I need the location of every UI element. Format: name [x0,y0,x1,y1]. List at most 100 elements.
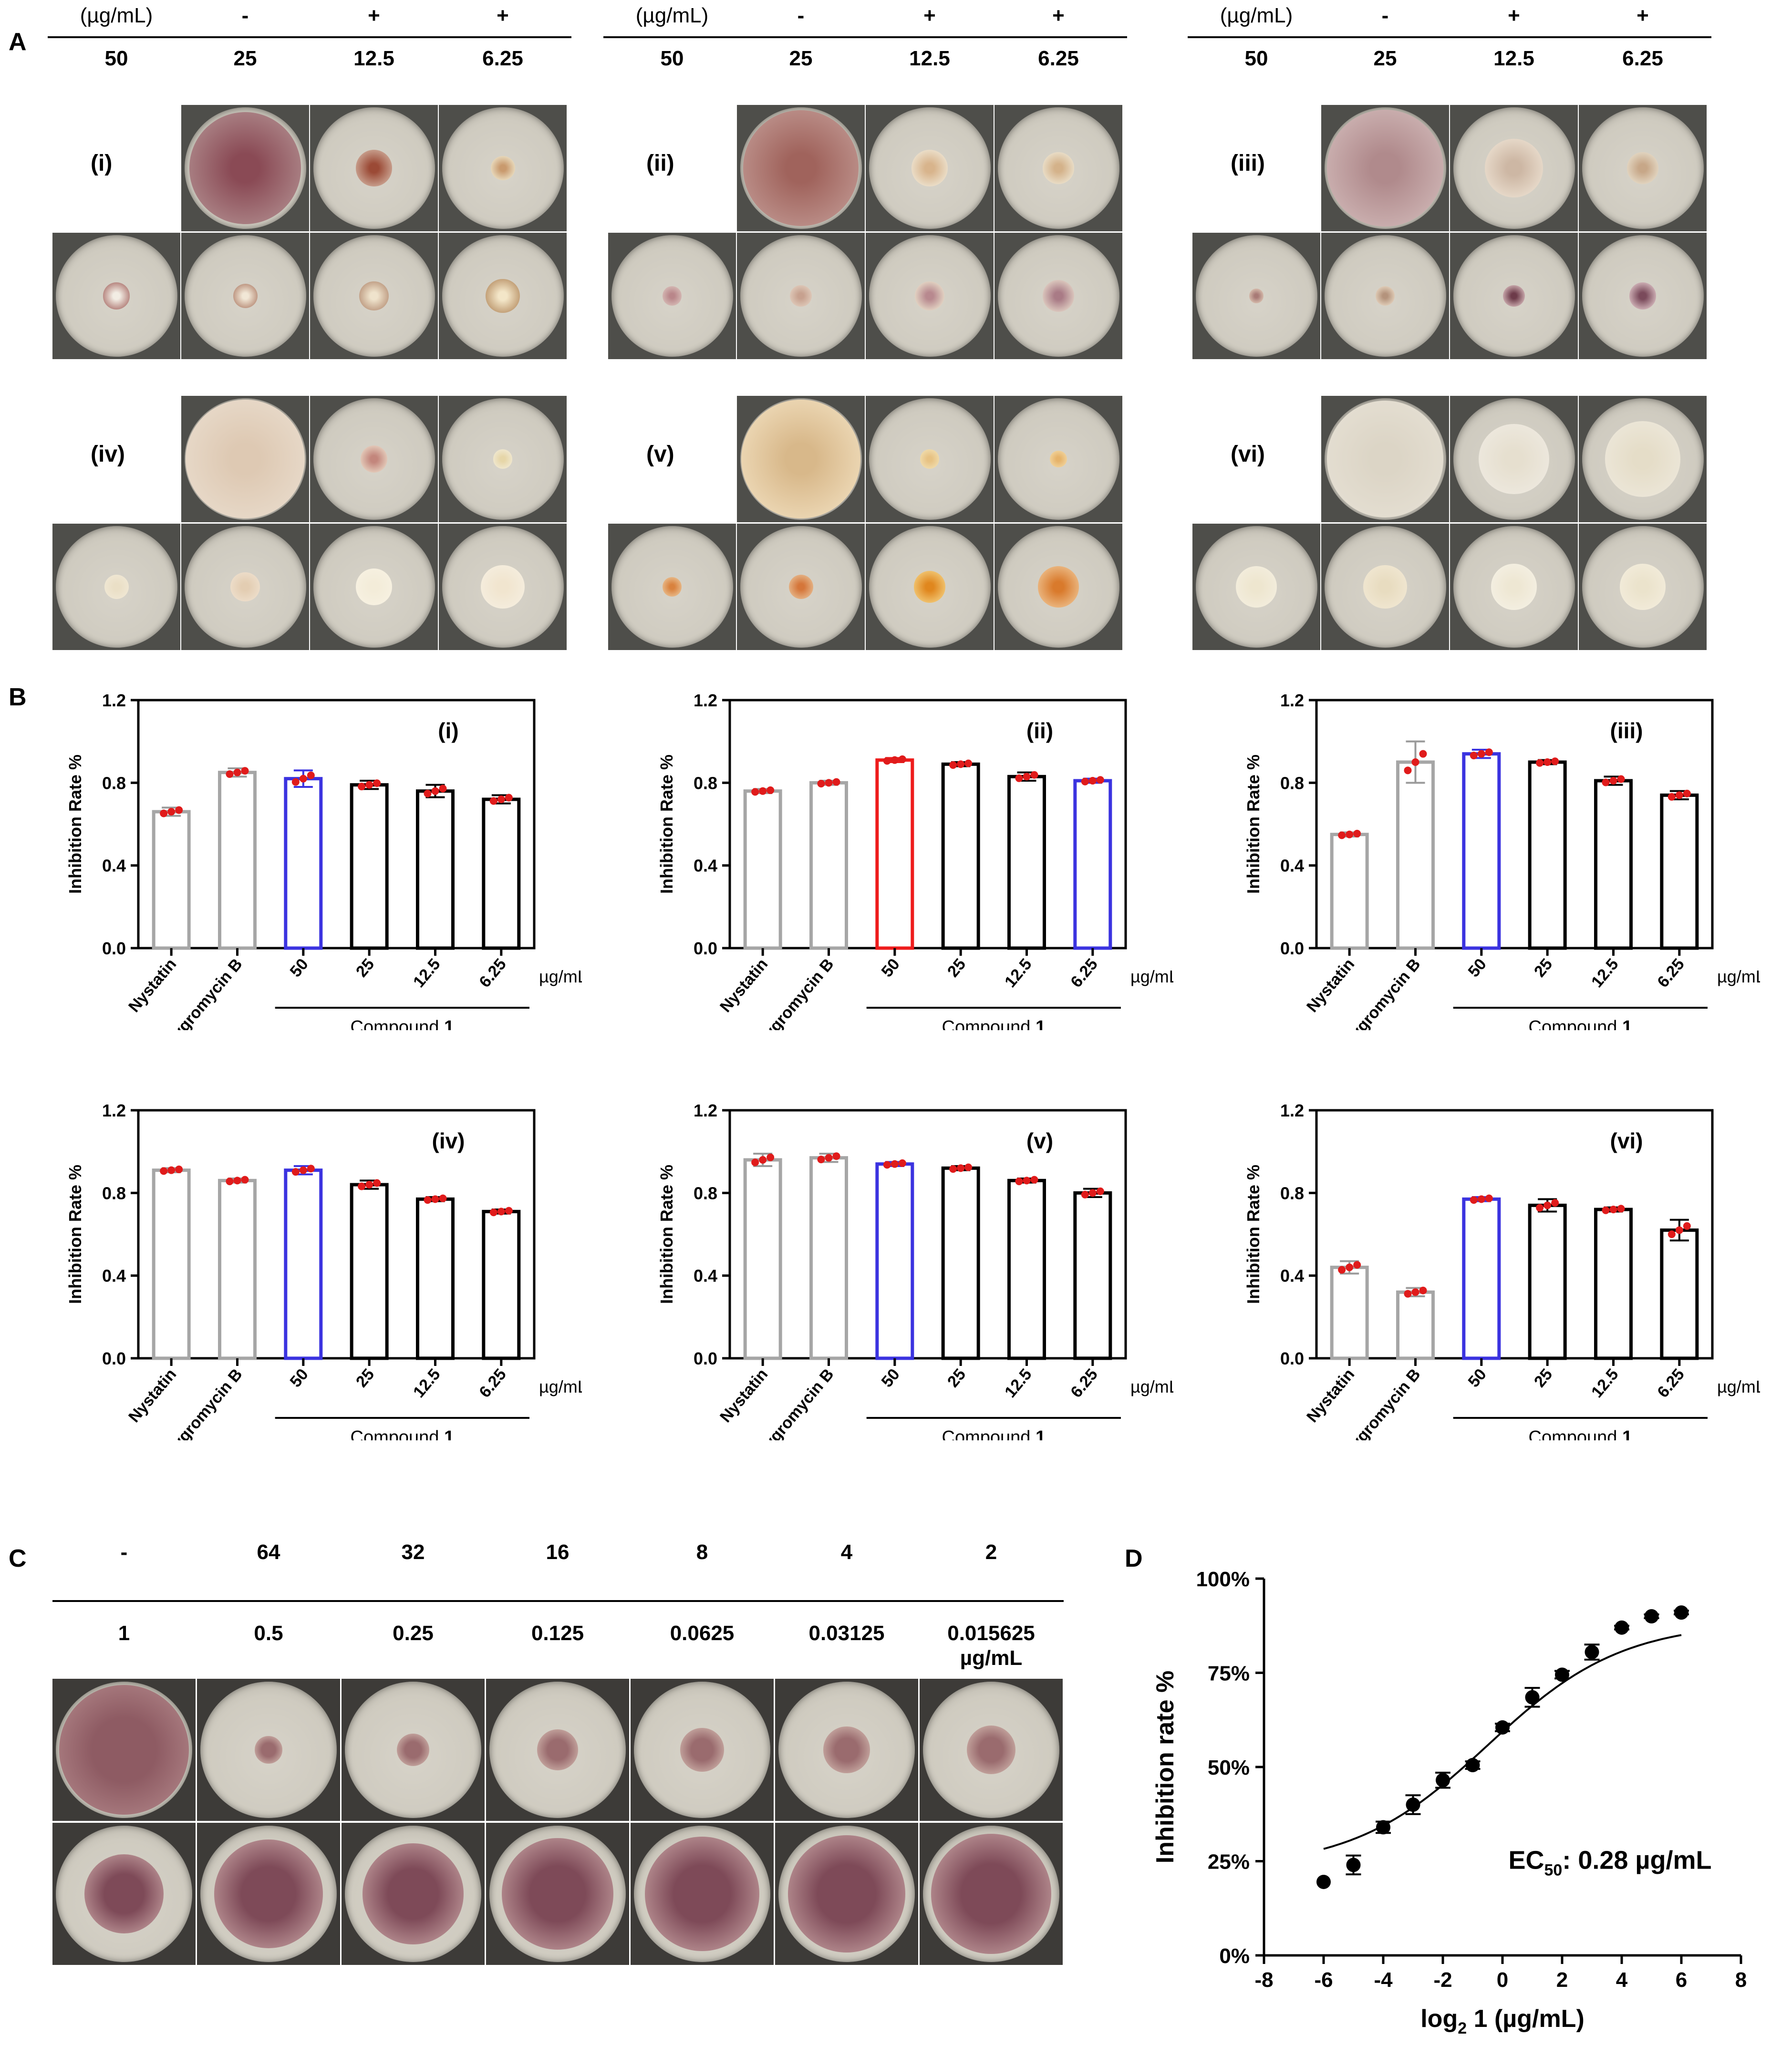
replicate-point [1683,789,1691,797]
category-label: Nystatin [716,1365,771,1426]
category-label: 12.5 [1588,1365,1622,1401]
fungal-colony [920,449,940,469]
petri-dish [869,398,991,520]
fungal-colony [1479,424,1549,495]
y-tick-label: 1.2 [694,1101,717,1120]
replicate-point [964,759,973,767]
replicate-point [1602,1206,1610,1214]
bar [1528,1203,1567,1360]
bar [350,1183,389,1360]
plate-photo [608,233,736,359]
fungal-colony [1375,286,1395,306]
x-tick-label: 6 [1676,1968,1687,1992]
dose-header-top: - [1381,4,1389,27]
replicate-point [373,779,381,787]
compound-label-text: Compound [1529,1017,1617,1030]
replicate-point [1081,1190,1089,1199]
fungal-colony [1605,421,1681,497]
ec50-prefix: EC [1509,1846,1544,1874]
replicate-point [1088,777,1097,785]
plate-photo [1450,524,1578,650]
compound-label-space [439,1427,444,1440]
replicate-point [439,1194,447,1202]
dilution-unit-label: µg/mL [960,1646,1023,1670]
category-label: 12.5 [1588,955,1622,991]
dose-header-bottom: 25 [789,47,813,70]
petri-dish [489,1826,626,1962]
compound-number: 1 [1622,1427,1632,1440]
replicate-point [1404,1290,1412,1298]
bar [1660,1228,1699,1360]
fungal-colony [662,286,682,306]
bar [875,1162,914,1360]
replicate-point [241,767,249,775]
fungal-colony [360,445,388,473]
bar [1396,760,1435,950]
category-label: 6.25 [1654,1365,1688,1401]
replicate-point [1338,1266,1346,1274]
dose-header-top: + [368,4,380,27]
plate-photo [439,105,567,231]
plate-photo [1579,105,1707,231]
replicate-point [949,761,957,769]
replicate-point [1411,1288,1419,1296]
y-tick-label: 1.2 [1280,1101,1304,1120]
category-label: 50 [878,1365,903,1391]
unit-label: µg/mL [1130,967,1173,986]
replicate-point [1543,758,1552,766]
dose-header-bottom: 12.5 [909,47,950,70]
data-point [1316,1874,1331,1889]
fungal-colony [1626,152,1659,184]
fungal-colony [1491,564,1537,610]
dose-header-bottom: 6.25 [1622,47,1663,70]
dose-header-top: - [241,4,249,27]
petri-dish [740,107,862,229]
replicate-point [832,1152,840,1160]
unit-label: µg/mL [539,1377,582,1396]
fungal-colony [662,577,682,597]
fungal-colony [230,572,260,602]
unit-label: µg/mL [1717,967,1760,986]
y-tick-label: 0.0 [102,939,126,958]
x-axis-label: log2 1 (µg/mL) [1420,2005,1585,2037]
x-axis-label-prefix: log [1420,2005,1458,2033]
replicate-point [424,1196,432,1204]
petri-dish [997,526,1119,648]
y-axis-label: Inhibition Rate % [65,1165,85,1304]
petri-dish [184,235,306,357]
replicate-point [226,770,234,778]
compound-label-text: Compound [1529,1427,1617,1440]
petri-dish [313,526,435,648]
replicate-point [167,808,176,816]
y-tick-label: 50% [1208,1756,1250,1779]
replicate-point [497,1208,505,1216]
y-tick-label: 0.8 [694,773,717,793]
petri-dish [184,526,306,648]
petri-dish [1453,107,1575,229]
petri-dish [1582,398,1704,520]
bar [1660,793,1699,950]
x-tick-label: 2 [1556,1968,1568,1992]
chart-frame [728,1109,1127,1360]
replicate-point [1551,757,1559,765]
plate-photo [342,1823,485,1965]
category-label: Nystatin [1303,955,1358,1016]
category-label: 12.5 [1001,955,1036,991]
fungal-colony [186,399,305,519]
dose-header-top: (µg/mL) [635,4,709,27]
fungal-colony [233,284,258,308]
bar [1007,1178,1046,1360]
fungal-colony [84,1854,164,1933]
fungal-colony [104,575,129,599]
petri-dish [489,1682,626,1818]
replicate-point [489,797,497,805]
category-label: 25 [352,955,378,981]
compound-label-text: Compound [942,1017,1031,1030]
data-point [1436,1773,1450,1788]
dose-header-top: + [1637,4,1649,27]
replicate-point [1683,1222,1691,1230]
fungal-colony [790,285,812,307]
category-label: Nystatin [716,955,771,1016]
chart-panel-title: (iv) [432,1128,465,1153]
petri-dish [634,1826,770,1962]
